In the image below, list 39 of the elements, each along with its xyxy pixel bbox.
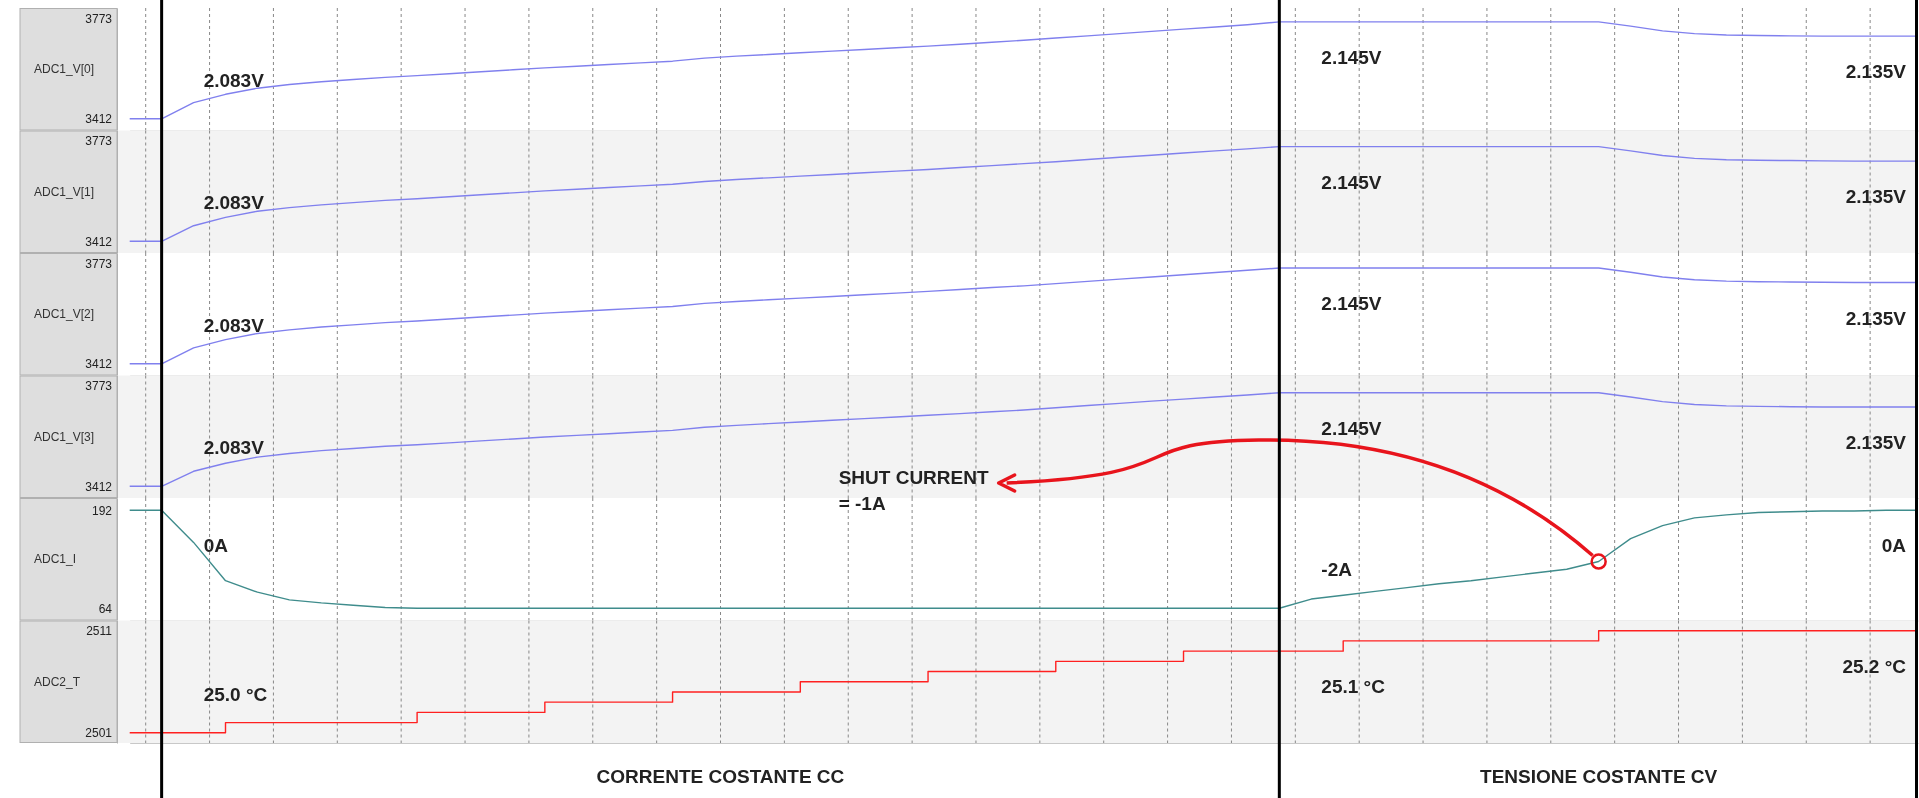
annotation: 2.135V	[1845, 307, 1907, 329]
y-tick-label: 3773	[85, 379, 113, 394]
annotation: 25.2 °C	[1842, 655, 1907, 677]
y-tick-label: 3773	[85, 134, 113, 149]
annotation: 0A	[203, 535, 229, 557]
annotation: 2.145V	[1321, 417, 1382, 439]
y-tick-label: 2501	[85, 726, 113, 741]
y-tick-label: 3412	[85, 357, 113, 372]
annotation: 2.145V	[1321, 46, 1382, 68]
annotation: SHUT CURRENT = -1A	[838, 467, 989, 514]
annotation: 2.083V	[203, 314, 265, 336]
annotation: 2.083V	[203, 437, 265, 459]
annotation: 2.135V	[1845, 431, 1907, 453]
annotation: 2.135V	[1845, 186, 1907, 208]
text: TENSIONE COSTANTE CV	[1480, 766, 1718, 787]
annotation: 2.083V	[203, 192, 265, 214]
y-tick-label: 3412	[85, 234, 113, 249]
annotation: 2.145V	[1321, 293, 1382, 315]
y-axis-title: ADC1_V[2]	[34, 307, 95, 322]
y-axis-title: ADC1_I	[34, 552, 77, 567]
annotation: -2A	[1321, 559, 1353, 581]
annotation: 2.135V	[1845, 61, 1907, 83]
y-axis-title: ADC1_V[3]	[34, 429, 95, 444]
annotation: 2.083V	[203, 69, 265, 91]
annotation: 25.1 °C	[1321, 676, 1386, 698]
annotation: 25.0 °C	[203, 683, 268, 705]
y-tick-label: 3773	[85, 256, 113, 271]
y-tick-label: 3773	[85, 11, 113, 26]
y-axis-title: ADC2_T	[34, 674, 81, 689]
y-tick-label: 3412	[85, 479, 113, 494]
y-tick-label: 3412	[85, 112, 113, 127]
y-tick-label: 2511	[86, 624, 113, 639]
text: CORRENTE COSTANTE CC	[596, 766, 845, 787]
y-axis-title: ADC1_V[0]	[34, 62, 95, 77]
y-tick-label: 64	[98, 601, 113, 616]
y-tick-label: 192	[91, 503, 113, 518]
annotation: 2.145V	[1321, 171, 1382, 193]
y-axis-title: ADC1_V[1]	[34, 184, 95, 199]
annotation: 0A	[1881, 535, 1907, 557]
